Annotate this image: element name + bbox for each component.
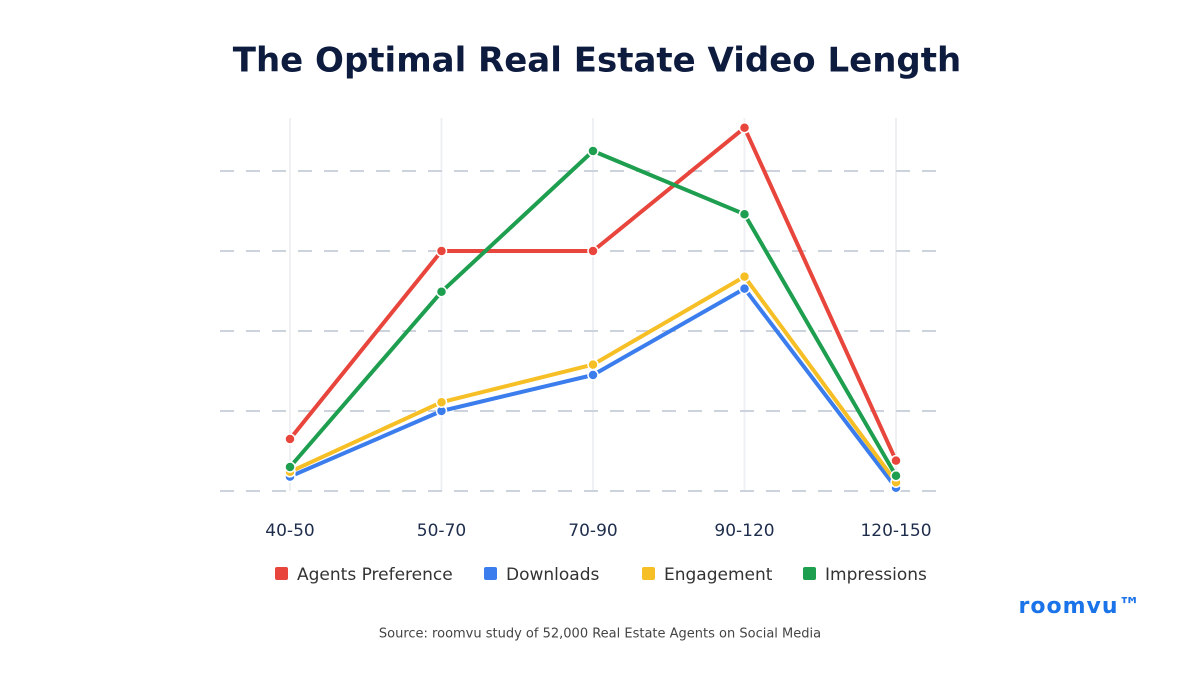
data-point bbox=[435, 396, 448, 408]
data-point bbox=[587, 145, 599, 157]
data-point bbox=[435, 286, 448, 298]
x-tick-label: 40-50 bbox=[265, 521, 314, 541]
data-point bbox=[587, 358, 599, 371]
data-point bbox=[738, 270, 751, 283]
chart-title: The Optimal Real Estate Video Length bbox=[233, 41, 961, 81]
legend-label: Impressions bbox=[825, 565, 927, 585]
data-point bbox=[435, 245, 448, 257]
data-point bbox=[587, 369, 599, 381]
x-tick-label: 50-70 bbox=[417, 521, 466, 541]
legend-label: Engagement bbox=[664, 565, 773, 585]
source-note: Source: roomvu study of 52,000 Real Esta… bbox=[379, 627, 821, 642]
x-tick-label: 70-90 bbox=[568, 521, 617, 541]
legend-swatch bbox=[275, 567, 288, 580]
brand-logo: roomvu™ bbox=[1018, 594, 1141, 619]
data-point bbox=[890, 470, 902, 482]
x-tick-label: 90-120 bbox=[714, 521, 774, 541]
data-point bbox=[890, 454, 902, 467]
legend-swatch bbox=[484, 567, 497, 580]
data-point bbox=[284, 433, 296, 445]
data-point bbox=[284, 461, 296, 473]
legend-swatch bbox=[803, 567, 816, 580]
legend-label: Agents Preference bbox=[297, 565, 453, 585]
data-point bbox=[587, 245, 599, 257]
data-point bbox=[738, 282, 751, 295]
data-point bbox=[738, 122, 751, 134]
legend-label: Downloads bbox=[506, 565, 600, 585]
data-point bbox=[738, 208, 751, 220]
x-tick-label: 120-150 bbox=[860, 521, 931, 541]
legend-swatch bbox=[642, 567, 655, 580]
